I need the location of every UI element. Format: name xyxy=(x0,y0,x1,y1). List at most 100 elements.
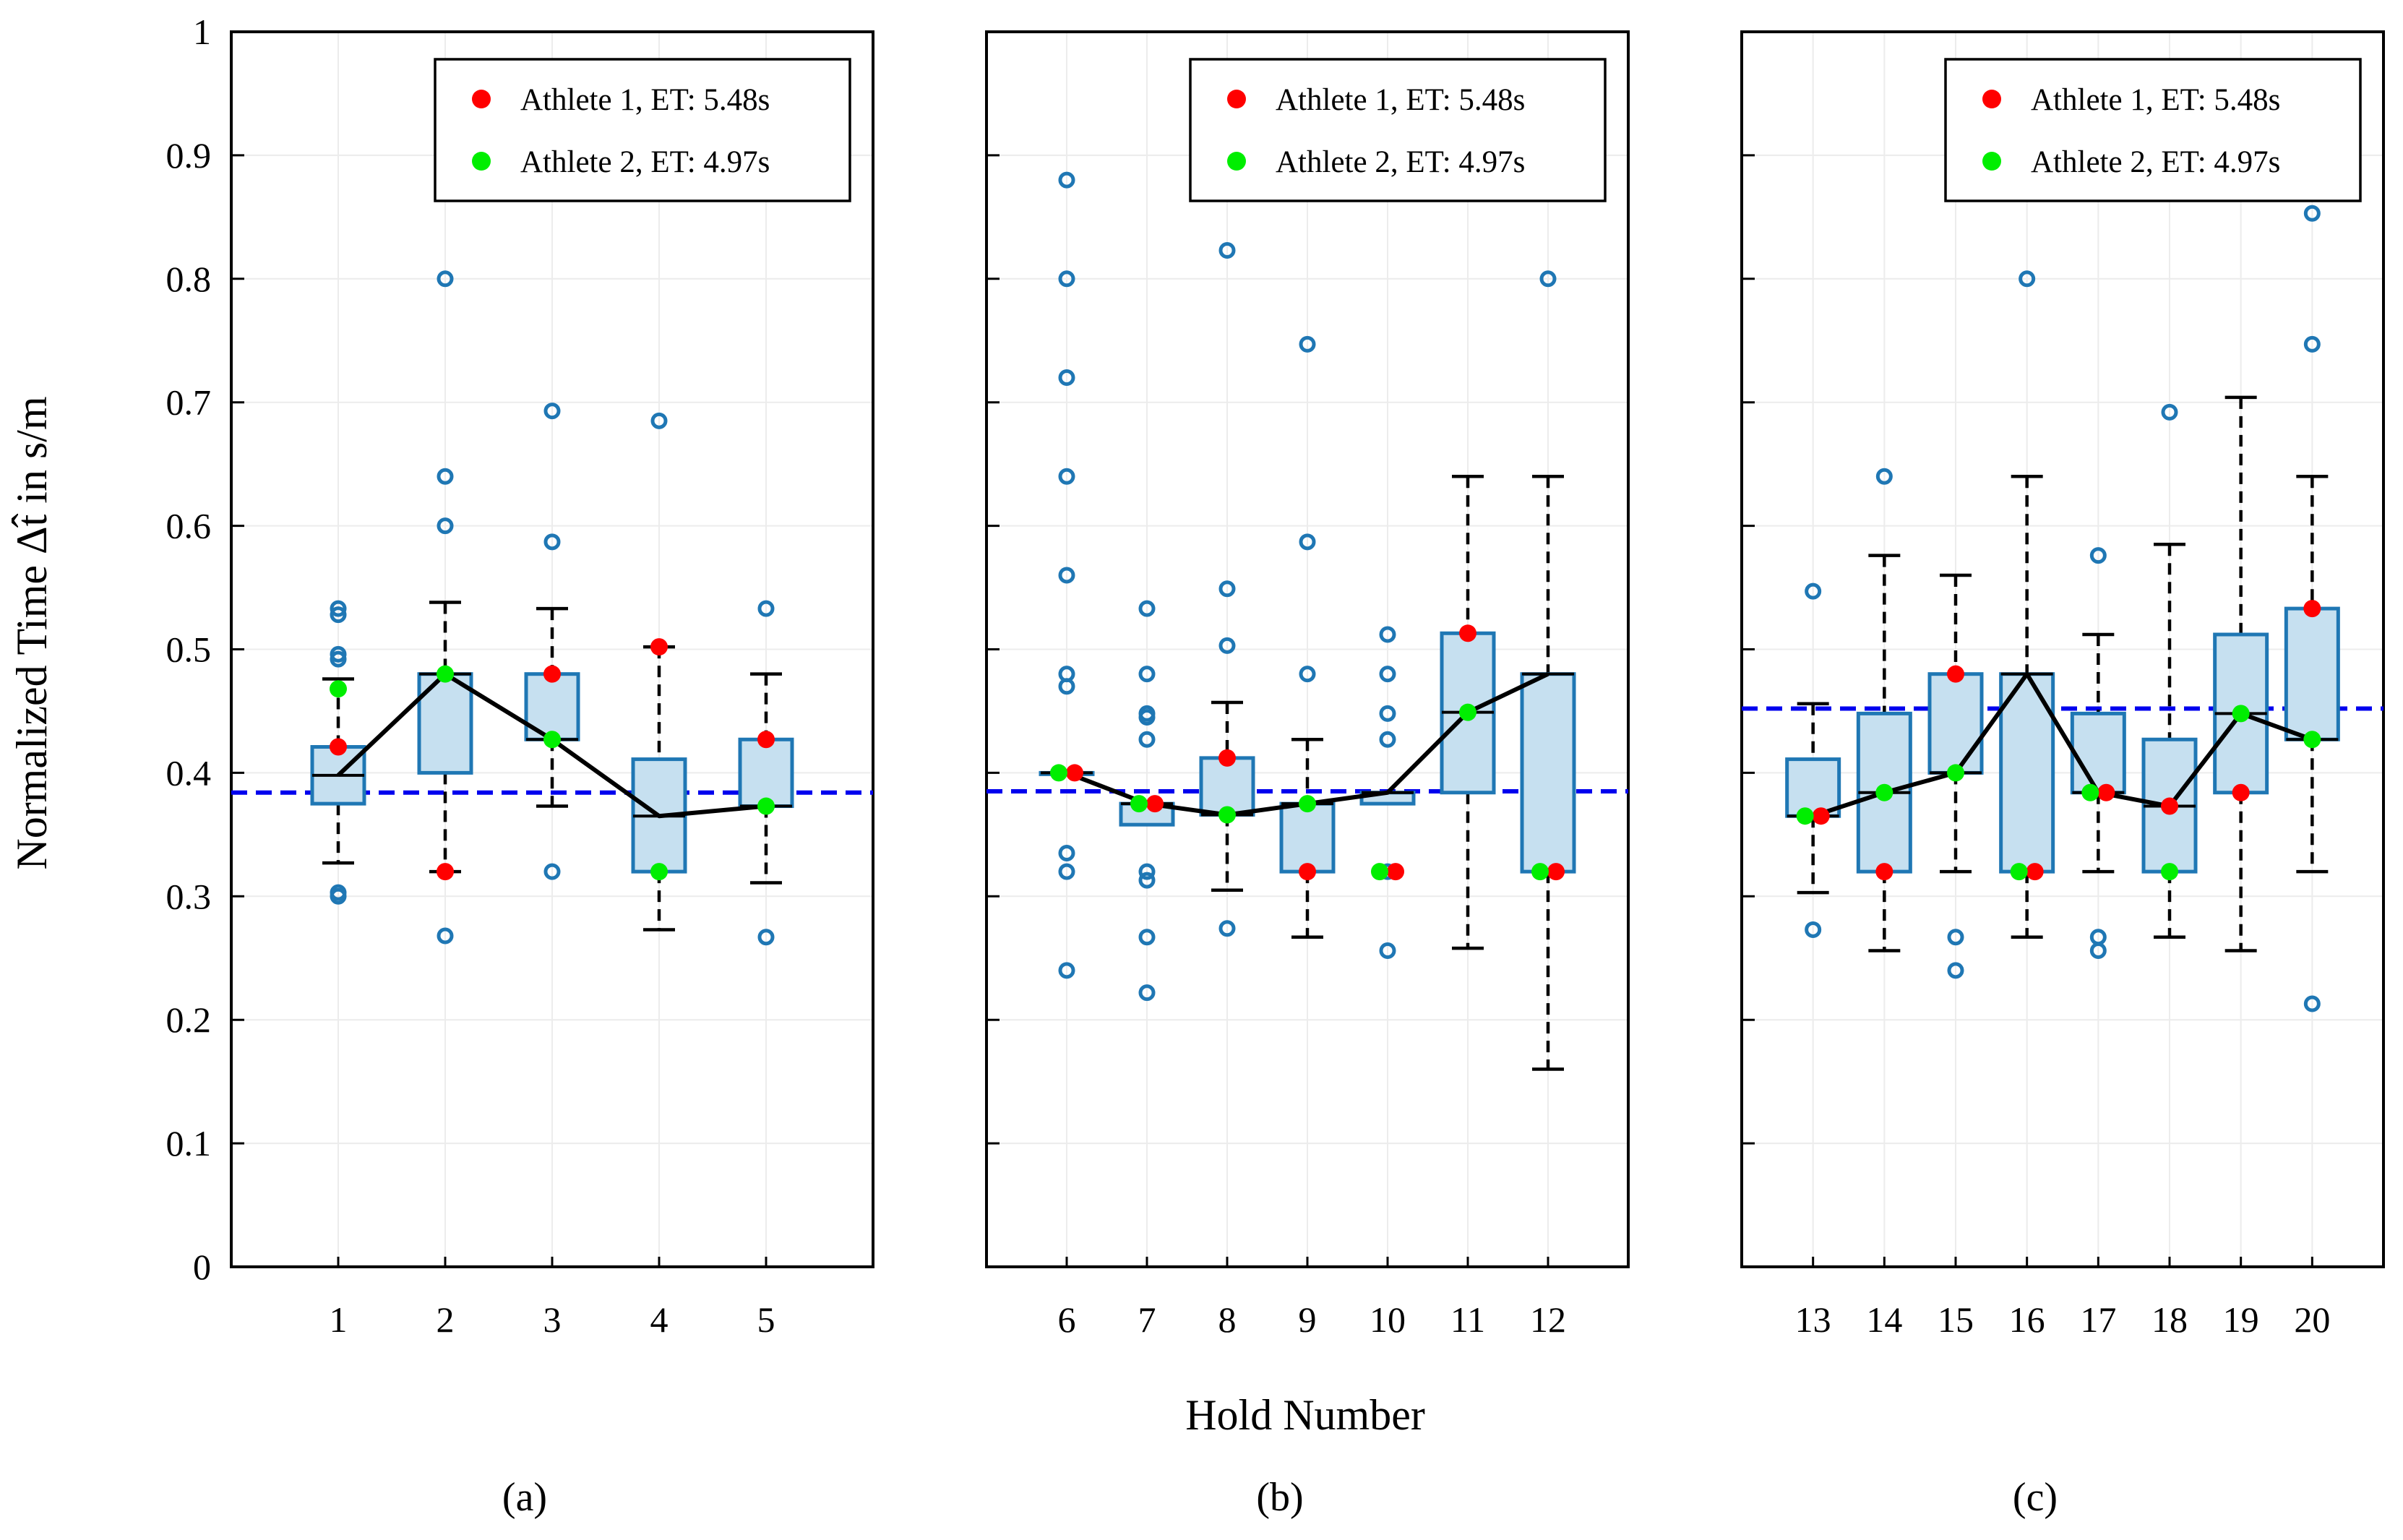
outlier-point xyxy=(1138,731,1156,748)
x-tick-label: 4 xyxy=(650,1299,669,1340)
iqr-box xyxy=(1927,672,1984,775)
panels-layer: 00.10.20.30.40.50.60.70.80.911 2 3 4 5Athlet… xyxy=(166,12,2385,1520)
iqr-box xyxy=(1520,672,1576,874)
outlier-point xyxy=(1379,942,1396,959)
athlete-2-marker xyxy=(437,665,454,683)
legend-box xyxy=(1944,58,2362,202)
median-line xyxy=(1812,671,2313,819)
athlete-1-marker xyxy=(1387,863,1404,881)
outlier-point xyxy=(1218,920,1236,937)
athlete-1-marker xyxy=(1218,749,1236,767)
iqr-box xyxy=(1279,801,1336,874)
outlier-point xyxy=(2303,205,2321,222)
athlete-2-marker xyxy=(1130,795,1148,813)
legend-athlete-2-marker xyxy=(472,152,491,171)
outlier-point xyxy=(1218,580,1236,598)
athlete-1-marker xyxy=(1459,624,1476,642)
panel-label: (a) xyxy=(502,1475,547,1520)
athlete-1-marker xyxy=(437,863,454,881)
athlete-2-marker xyxy=(1531,863,1549,881)
y-tick-label: 0.1 xyxy=(166,1123,212,1163)
x-tick-label: 8 xyxy=(1218,1299,1237,1340)
outlier-point xyxy=(1058,171,1075,189)
x-tick-label: 2 xyxy=(437,1299,455,1340)
y-axis-title: Normalized Time Δt̂ in s/m xyxy=(8,396,56,869)
panel-2: 6 7 8 9 10 11 12 Athlete 1, ET: 5.48s Athlete 2,… xyxy=(985,30,1630,1520)
x-tick-label: 16 xyxy=(2009,1299,2045,1340)
x-tick-label: 19 xyxy=(2223,1299,2259,1340)
y-tick-label: 0.7 xyxy=(166,382,212,423)
outlier-point xyxy=(1058,962,1075,979)
panel-label: (b) xyxy=(1256,1475,1303,1520)
iqr-box xyxy=(1119,801,1175,827)
athlete-2-marker xyxy=(1299,795,1316,813)
outlier-point xyxy=(2019,270,2036,288)
athlete-2-marker xyxy=(2232,705,2250,723)
outlier-point xyxy=(757,929,775,946)
hold-1-box xyxy=(310,600,366,905)
athlete-1-marker xyxy=(1875,863,1893,881)
outlier-point xyxy=(1805,582,1822,600)
athlete-1-marker xyxy=(2026,863,2044,881)
outlier-point xyxy=(2089,929,2107,946)
outlier-point xyxy=(437,270,454,288)
outlier-point xyxy=(1379,705,1396,722)
y-tick-label: 0.4 xyxy=(166,752,212,793)
outlier-point xyxy=(437,468,454,485)
x-tick-label: 20 xyxy=(2294,1299,2330,1340)
y-tick-label: 0.9 xyxy=(166,135,212,176)
athlete-2-marker xyxy=(2010,863,2028,881)
outlier-point xyxy=(1138,929,1156,946)
outlier-point xyxy=(1379,666,1396,683)
athlete-1-marker xyxy=(543,665,561,683)
athlete-2-marker xyxy=(1875,783,1893,801)
legend-athlete-2-marker xyxy=(1227,152,1246,171)
legend-athlete-1-marker xyxy=(472,90,491,108)
x-axis-title: Hold Number xyxy=(1185,1391,1425,1439)
outlier-point xyxy=(650,412,668,429)
y-tick-label: 0.6 xyxy=(166,506,212,546)
outlier-point xyxy=(1218,241,1236,259)
legend: Athlete 1, ET: 5.48s Athlete 2, ET: 4.97s xyxy=(434,58,851,202)
hold-17-box xyxy=(2070,547,2126,959)
legend-athlete-2-label: Athlete 2, ET: 4.97s xyxy=(1276,145,1525,179)
x-tick-label: 5 xyxy=(757,1299,775,1340)
y-tick-label: 0 xyxy=(193,1247,211,1287)
hold-15-box xyxy=(1927,573,1984,979)
legend-box xyxy=(434,58,851,202)
outlier-point xyxy=(1379,626,1396,643)
outlier-point xyxy=(1947,962,1964,979)
y-tick-label: 0.5 xyxy=(166,629,212,670)
athlete-2-marker xyxy=(2081,783,2099,801)
outlier-point xyxy=(1218,637,1236,654)
x-tick-label: 11 xyxy=(1450,1299,1485,1340)
athlete-1-marker xyxy=(1146,795,1164,813)
outlier-point xyxy=(1138,984,1156,1002)
outlier-point xyxy=(2161,403,2178,421)
legend-athlete-1-label: Athlete 1, ET: 5.48s xyxy=(1276,83,1525,117)
athlete-2-marker xyxy=(2303,731,2321,749)
legend-athlete-1-marker xyxy=(1982,90,2001,108)
outlier-point xyxy=(1058,270,1075,288)
outlier-point xyxy=(1299,533,1316,551)
athlete-2-marker xyxy=(1371,863,1388,881)
outlier-point xyxy=(1058,369,1075,387)
outlier-point xyxy=(543,863,561,880)
outlier-point xyxy=(330,606,347,624)
outlier-point xyxy=(1379,731,1396,748)
outlier-point xyxy=(1947,929,1964,946)
outlier-point xyxy=(543,403,561,420)
athlete-2-marker xyxy=(757,797,775,815)
y-tick-label: 0.8 xyxy=(166,259,212,299)
outlier-point xyxy=(437,927,454,945)
athlete-1-marker xyxy=(2303,600,2321,618)
athlete-2-marker xyxy=(1050,764,1067,782)
x-tick-label: 13 xyxy=(1795,1299,1831,1340)
athlete-2-marker xyxy=(2161,863,2178,881)
outlier-point xyxy=(1138,600,1156,617)
legend-athlete-2-label: Athlete 2, ET: 4.97s xyxy=(520,145,770,179)
legend: Athlete 1, ET: 5.48s Athlete 2, ET: 4.97s xyxy=(1944,58,2362,202)
outlier-point xyxy=(437,517,454,535)
x-tick-label: 6 xyxy=(1058,1299,1076,1340)
legend-athlete-2-label: Athlete 2, ET: 4.97s xyxy=(2031,145,2280,179)
